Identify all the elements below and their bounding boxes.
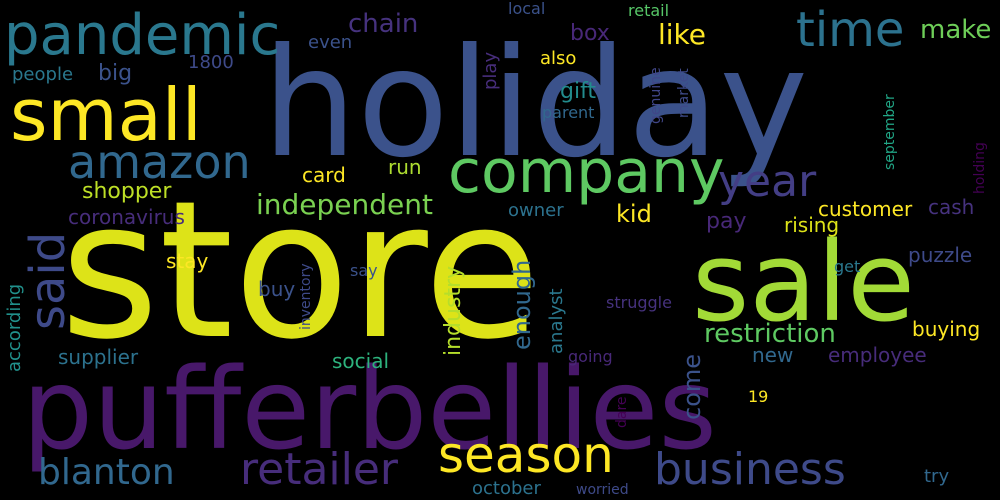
word-owner: owner xyxy=(508,200,564,221)
word-said: said xyxy=(20,232,76,330)
word-make: make xyxy=(920,15,991,45)
word-retail: retail xyxy=(628,1,669,20)
word-say: say xyxy=(350,261,378,280)
word-pandemic: pandemic xyxy=(4,3,280,68)
word-market: market xyxy=(676,68,692,118)
word-social: social xyxy=(332,349,389,373)
word-rising: rising xyxy=(784,213,839,237)
word-kid: kid xyxy=(616,200,652,228)
word-cash: cash xyxy=(928,195,974,219)
word-company: company xyxy=(448,137,725,207)
word-chain: chain xyxy=(348,9,418,39)
word-local: local xyxy=(508,0,545,18)
word-new: new xyxy=(752,343,793,367)
word-play: play xyxy=(480,52,501,90)
word-store: store xyxy=(60,160,541,381)
word-independent: independent xyxy=(256,188,433,221)
word-business: business xyxy=(654,444,846,495)
word-people: people xyxy=(12,64,73,85)
word-come: come xyxy=(678,354,706,420)
word-year: year xyxy=(718,156,817,207)
word-gift: gift xyxy=(560,79,596,104)
word-amazon: amazon xyxy=(68,135,251,189)
word-19: 19 xyxy=(748,387,768,406)
word-genuine: genuine xyxy=(648,67,664,124)
word-puzzle: puzzle xyxy=(908,243,972,267)
word-according: according xyxy=(4,284,25,372)
word-also: also xyxy=(540,48,576,69)
word-coronavirus: coronavirus xyxy=(68,205,185,229)
word-industry: industry xyxy=(441,266,466,356)
word-box: box xyxy=(570,21,610,46)
word-pay: pay xyxy=(706,209,746,234)
word-struggle: struggle xyxy=(606,293,672,312)
word-supplier: supplier xyxy=(58,345,139,369)
word-restriction: restriction xyxy=(704,319,836,349)
word-enough: enough xyxy=(508,260,536,350)
word-time: time xyxy=(796,2,904,58)
word-pufferbellies: pufferbellies xyxy=(22,345,717,475)
word-customer: customer xyxy=(818,197,913,221)
word-try: try xyxy=(924,466,949,487)
word-october: october xyxy=(472,478,541,499)
word-stay: stay xyxy=(166,249,209,273)
word-holiday: holiday xyxy=(262,17,808,191)
word-analyst: analyst xyxy=(546,288,567,354)
word-season: season xyxy=(438,426,614,484)
word-holding: holding xyxy=(972,142,988,194)
word-run: run xyxy=(388,155,422,179)
word-going: going xyxy=(568,347,613,366)
word-blanton: blanton xyxy=(38,452,175,493)
word-september: september xyxy=(882,94,898,170)
word-dare: dare xyxy=(614,396,630,428)
word-employee: employee xyxy=(828,343,927,367)
word-1800: 1800 xyxy=(188,52,234,73)
word-inventory: inventory xyxy=(298,263,314,330)
word-even: even xyxy=(308,32,352,53)
word-buying: buying xyxy=(912,317,980,341)
word-get: get xyxy=(834,257,860,276)
word-retailer: retailer xyxy=(240,444,399,495)
word-big: big xyxy=(98,61,132,86)
word-parent: parent xyxy=(542,103,594,122)
word-worried: worried xyxy=(576,482,629,498)
word-buy: buy xyxy=(258,277,295,301)
word-like: like xyxy=(658,18,706,51)
word-sale: sale xyxy=(692,218,915,346)
word-shopper: shopper xyxy=(82,179,172,204)
word-small: small xyxy=(10,73,202,157)
word-card: card xyxy=(302,163,346,187)
